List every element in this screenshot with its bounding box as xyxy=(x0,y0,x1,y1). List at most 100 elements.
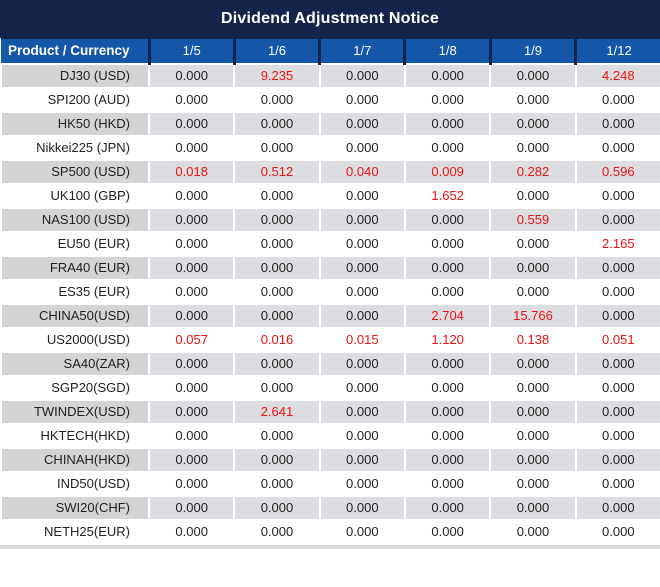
date-column-header: 1/12 xyxy=(574,38,660,64)
page-title: Dividend Adjustment Notice xyxy=(0,0,660,38)
dividend-value-cell: 0.000 xyxy=(318,206,406,233)
dividend-value-cell: 0.000 xyxy=(403,350,492,377)
dividend-value-cell: 0.000 xyxy=(574,182,660,209)
dividend-value-cell: 0.000 xyxy=(489,518,577,545)
product-label-cell: ES35 (EUR) xyxy=(0,278,150,305)
dividend-value-cell: 0.559 xyxy=(489,206,577,233)
table-row: TWINDEX(USD) 0.000 2.641 0.000 0.000 0.000 0.0… xyxy=(0,398,660,425)
table-row: CHINA50(USD) 0.000 0.000 0.000 2.704 15.766 0.… xyxy=(0,302,660,329)
table-row: NAS100 (USD) 0.000 0.000 0.000 0.000 0.559 0.0… xyxy=(0,206,660,233)
date-column-header: 1/6 xyxy=(232,38,320,64)
dividend-value-cell: 0.000 xyxy=(318,470,406,497)
dividend-value-cell: 2.704 xyxy=(403,302,492,329)
dividend-value-cell: 0.000 xyxy=(489,278,577,305)
table-row: NETH25(EUR) 0.000 0.000 0.000 0.000 0.000 0.00… xyxy=(0,518,660,545)
dividend-value-cell: 0.015 xyxy=(318,326,406,353)
table-row: SWI20(CHF) 0.000 0.000 0.000 0.000 0.000 0.000 xyxy=(0,494,660,521)
product-label-cell: EU50 (EUR) xyxy=(0,230,150,257)
product-label-cell: UK100 (GBP) xyxy=(0,182,150,209)
date-column-header: 1/7 xyxy=(318,38,405,64)
date-column-header: 1/5 xyxy=(147,38,235,64)
dividend-value-cell: 0.000 xyxy=(147,422,236,449)
dividend-value-cell: 0.057 xyxy=(147,326,236,353)
product-label-cell: SA40(ZAR) xyxy=(0,350,150,377)
dividend-value-cell: 0.000 xyxy=(403,134,492,161)
dividend-value-cell: 0.000 xyxy=(403,494,492,521)
dividend-value-cell: 0.000 xyxy=(489,110,577,137)
table-row: US2000(USD) 0.057 0.016 0.015 1.120 0.138 0.05… xyxy=(0,326,660,353)
dividend-value-cell: 0.000 xyxy=(147,182,236,209)
product-label-cell: SWI20(CHF) xyxy=(0,494,150,521)
dividend-value-cell: 0.000 xyxy=(233,134,321,161)
dividend-value-cell: 0.000 xyxy=(489,446,577,473)
dividend-value-cell: 0.000 xyxy=(574,518,660,545)
dividend-value-cell: 15.766 xyxy=(489,302,577,329)
dividend-table: Product / Currency 1/5 1/6 1/7 1/8 1/9 1/12 DJ… xyxy=(0,38,660,545)
dividend-value-cell: 0.000 xyxy=(318,62,406,89)
dividend-value-cell: 0.000 xyxy=(318,446,406,473)
dividend-value-cell: 0.000 xyxy=(233,278,321,305)
dividend-value-cell: 0.000 xyxy=(233,446,321,473)
table-row: ES35 (EUR) 0.000 0.000 0.000 0.000 0.000 0.000 xyxy=(0,278,660,305)
dividend-value-cell: 0.000 xyxy=(147,374,236,401)
table-row: SA40(ZAR) 0.000 0.000 0.000 0.000 0.000 0.000 xyxy=(0,350,660,377)
dividend-value-cell: 0.000 xyxy=(403,422,492,449)
dividend-value-cell: 0.000 xyxy=(403,62,492,89)
dividend-value-cell: 0.000 xyxy=(318,422,406,449)
dividend-value-cell: 0.016 xyxy=(233,326,321,353)
table-row: IND50(USD) 0.000 0.000 0.000 0.000 0.000 0.000 xyxy=(0,470,660,497)
product-label-cell: IND50(USD) xyxy=(0,470,150,497)
product-label-cell: NAS100 (USD) xyxy=(0,206,150,233)
dividend-value-cell: 0.000 xyxy=(489,182,577,209)
table-row: UK100 (GBP) 0.000 0.000 0.000 1.652 0.000 0.00… xyxy=(0,182,660,209)
dividend-value-cell: 0.000 xyxy=(574,350,660,377)
table-row: SP500 (USD) 0.018 0.512 0.040 0.009 0.282 0.59… xyxy=(0,158,660,185)
table-row: SGP20(SGD) 0.000 0.000 0.000 0.000 0.000 0.000 xyxy=(0,374,660,401)
product-currency-header: Product / Currency xyxy=(1,38,149,64)
dividend-value-cell: 0.000 xyxy=(147,278,236,305)
dividend-value-cell: 0.000 xyxy=(574,470,660,497)
product-label-cell: SP500 (USD) xyxy=(0,158,150,185)
table-row: DJ30 (USD) 0.000 9.235 0.000 0.000 0.000 4.248 xyxy=(0,62,660,89)
dividend-value-cell: 4.248 xyxy=(574,62,660,89)
dividend-value-cell: 0.000 xyxy=(233,374,321,401)
dividend-value-cell: 1.652 xyxy=(403,182,492,209)
dividend-value-cell: 0.000 xyxy=(233,230,321,257)
table-row: EU50 (EUR) 0.000 0.000 0.000 0.000 0.000 2.165 xyxy=(0,230,660,257)
dividend-value-cell: 0.000 xyxy=(403,470,492,497)
dividend-value-cell: 0.051 xyxy=(574,326,660,353)
table-row: HKTECH(HKD) 0.000 0.000 0.000 0.000 0.000 0.00… xyxy=(0,422,660,449)
dividend-value-cell: 0.000 xyxy=(233,86,321,113)
dividend-value-cell: 0.000 xyxy=(318,278,406,305)
table-row: Nikkei225 (JPN) 0.000 0.000 0.000 0.000 0.000… xyxy=(0,134,660,161)
dividend-value-cell: 0.000 xyxy=(489,230,577,257)
dividend-value-cell: 0.000 xyxy=(318,182,406,209)
dividend-value-cell: 0.000 xyxy=(403,110,492,137)
dividend-value-cell: 0.000 xyxy=(403,254,492,281)
dividend-value-cell: 0.000 xyxy=(147,110,236,137)
dividend-value-cell: 0.000 xyxy=(147,134,236,161)
product-label-cell: HKTECH(HKD) xyxy=(0,422,150,449)
dividend-value-cell: 0.000 xyxy=(233,182,321,209)
dividend-value-cell: 0.000 xyxy=(489,422,577,449)
dividend-value-cell: 0.000 xyxy=(233,422,321,449)
date-column-header: 1/9 xyxy=(488,38,576,64)
dividend-value-cell: 9.235 xyxy=(233,62,321,89)
bottom-edge-strip xyxy=(0,544,660,549)
dividend-value-cell: 1.120 xyxy=(403,326,492,353)
dividend-value-cell: 0.040 xyxy=(318,158,406,185)
header-row: Product / Currency 1/5 1/6 1/7 1/8 1/9 1/12 xyxy=(1,38,660,64)
dividend-value-cell: 0.000 xyxy=(147,518,236,545)
product-label-cell: DJ30 (USD) xyxy=(0,62,150,89)
date-column-header: 1/8 xyxy=(403,38,491,64)
dividend-value-cell: 0.000 xyxy=(574,110,660,137)
product-label-cell: Nikkei225 (JPN) xyxy=(0,134,150,161)
dividend-value-cell: 0.000 xyxy=(318,230,406,257)
dividend-value-cell: 0.282 xyxy=(489,158,577,185)
dividend-value-cell: 0.000 xyxy=(233,110,321,137)
dividend-value-cell: 0.000 xyxy=(574,134,660,161)
dividend-value-cell: 0.000 xyxy=(403,206,492,233)
dividend-value-cell: 0.000 xyxy=(318,134,406,161)
dividend-value-cell: 0.000 xyxy=(233,254,321,281)
dividend-value-cell: 0.000 xyxy=(233,206,321,233)
